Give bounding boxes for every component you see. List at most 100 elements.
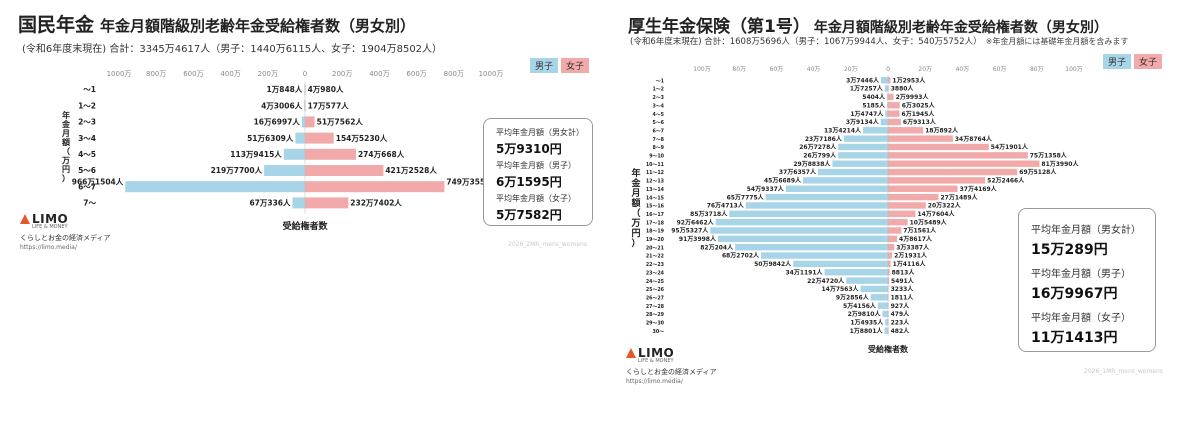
category-label: 5～6	[78, 166, 96, 175]
male-value-label: 1万7257人	[850, 85, 884, 93]
female-bar	[888, 285, 889, 293]
male-value-label: 966万1504人	[72, 177, 124, 186]
x-tick-label: 0	[886, 66, 890, 73]
category-label: 27～28	[646, 304, 665, 310]
female-value-label: 4万980人	[308, 85, 344, 94]
female-value-label: 749万3555人	[446, 177, 498, 186]
category-label: 24～25	[646, 279, 664, 285]
kosei-avg-male-value: 16万9967円	[1031, 286, 1118, 302]
male-value-label: 95万5327人	[671, 227, 709, 235]
male-bar	[264, 165, 305, 176]
x-tick-label: 200万	[258, 70, 278, 78]
male-value-label: 65万7775人	[727, 193, 765, 201]
category-label: 25～26	[646, 287, 665, 293]
male-value-label: 29万8838人	[793, 160, 831, 168]
kosei-pension-panel: 厚生年金保険（第1号） 年金月額階級別老齢年金受給権者数（男女別） (令和6年度末…	[600, 0, 1200, 431]
male-value-label: 67万336人	[249, 199, 291, 208]
male-bar	[729, 210, 888, 217]
kosei-avg-total-label: 平均年金月額（男女計）	[1031, 225, 1141, 236]
male-bar	[881, 77, 888, 84]
male-bar	[886, 93, 888, 101]
x-tick-label: 1000万	[479, 70, 504, 78]
female-value-label: 482人	[891, 327, 911, 335]
male-value-label: 1万4935人	[850, 319, 884, 327]
category-label: 12～13	[646, 179, 664, 185]
national-legend: 男子 女子	[530, 58, 590, 73]
y-axis-label: 年金月額（万円）	[630, 167, 641, 249]
male-bar	[877, 302, 888, 309]
x-tick-label: 60万	[993, 66, 1007, 73]
x-tick-label: 400万	[220, 70, 240, 78]
x-tick-label: 800万	[444, 70, 464, 78]
national-avg-male: 平均年金月額（男子） 6万1595円	[496, 160, 576, 190]
female-bar	[888, 202, 926, 209]
male-bar	[863, 127, 888, 134]
category-label: 8～9	[653, 145, 665, 151]
male-value-label: 2万9810人	[848, 310, 882, 318]
x-tick-label: 0	[303, 70, 307, 78]
female-bar	[888, 93, 894, 101]
female-bar	[888, 185, 958, 192]
male-value-label: 26万799人	[803, 152, 837, 160]
male-value-label: 37万6357人	[779, 168, 817, 176]
kosei-butterfly-chart: 100万 80万 60万 40万 20万 0 20万 40万 60万 80万 100万 ～1 3万744…	[630, 66, 1082, 354]
kosei-credit: 2026_1MR_mens_womens	[1084, 368, 1163, 375]
female-bar	[305, 116, 315, 128]
male-bar	[735, 244, 888, 251]
male-bar	[824, 269, 888, 276]
male-value-label: 82万204人	[700, 243, 734, 251]
female-value-label: 20万322人	[928, 202, 962, 210]
female-bar	[888, 294, 889, 301]
x-tick-label: 100万	[1065, 66, 1082, 73]
male-value-label: 14万7563人	[821, 285, 859, 293]
national-avg-female-value: 5万7582円	[496, 208, 562, 222]
male-bar	[292, 197, 305, 209]
female-bar	[888, 118, 901, 126]
male-bar	[838, 152, 888, 159]
male-bar	[295, 132, 305, 144]
female-bar	[888, 235, 898, 243]
female-bar	[888, 269, 890, 276]
male-value-label: 92万6462人	[677, 218, 715, 226]
national-legend-female: 女子	[561, 58, 590, 73]
female-bar	[888, 319, 889, 326]
x-tick-label: 1000万	[107, 70, 132, 78]
female-value-label: 6万1945人	[902, 110, 936, 118]
kosei-avg-male-label: 平均年金月額（男子）	[1031, 269, 1131, 280]
male-bar	[846, 277, 888, 284]
female-value-label: 1万4116人	[893, 260, 927, 268]
male-bar	[880, 118, 888, 126]
kosei-legend-male: 男子	[1103, 54, 1132, 69]
kosei-logo: LIMO LIFE & MONEY	[626, 346, 717, 364]
female-value-label: 54万1901人	[991, 143, 1029, 151]
female-value-label: 14万7604人	[917, 210, 955, 218]
category-label: 5～6	[653, 120, 665, 126]
female-bar	[888, 168, 1018, 176]
national-avg-total-label: 平均年金月額（男女計）	[496, 128, 584, 137]
male-bar	[765, 193, 888, 201]
male-bar	[838, 143, 888, 151]
male-bar	[885, 319, 888, 326]
male-value-label: 26万7278人	[799, 143, 837, 151]
female-value-label: 232万7402人	[350, 199, 402, 208]
female-bar	[888, 160, 1040, 167]
category-label: 17～18	[646, 220, 665, 226]
female-bar	[888, 227, 902, 234]
national-chart-title: 国民年金 年金月額階級別老齢年金受給権者数（男女別）	[18, 10, 415, 37]
category-label: 30～	[653, 329, 665, 335]
female-bar	[888, 135, 953, 142]
male-value-label: 45万6689人	[764, 177, 802, 185]
male-value-label: 54万9337人	[747, 185, 785, 193]
male-bar	[785, 185, 888, 192]
category-label: 16～17	[646, 212, 664, 218]
female-bar	[888, 77, 891, 84]
x-tick-label: 20万	[918, 66, 932, 73]
national-url: https://limo.media/	[20, 244, 77, 251]
female-bar	[888, 177, 986, 184]
female-bar	[888, 277, 890, 284]
male-value-label: 68万2702人	[722, 252, 760, 260]
x-tick-label: 800万	[146, 70, 166, 78]
kosei-avg-female: 平均年金月額（女子） 11万1413円	[1031, 309, 1131, 347]
x-tick-label: 80万	[1030, 66, 1044, 73]
national-avg-total: 平均年金月額（男女計） 5万9310円	[496, 127, 584, 157]
